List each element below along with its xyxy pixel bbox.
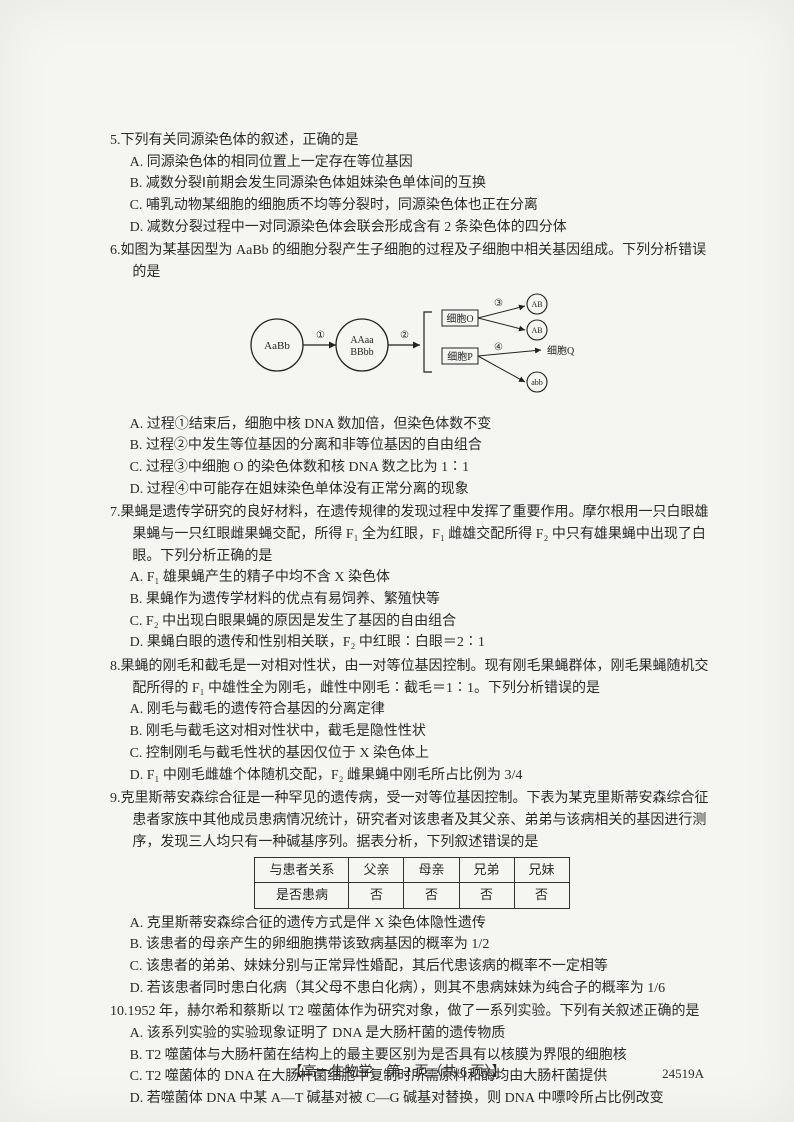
svg-text:细胞P: 细胞P	[447, 350, 473, 363]
table-cell: 母亲	[404, 858, 459, 883]
q6-diagram-svg: AaBb AAaaBBbb 细胞O 细胞P AB AB abb 细胞Q ① ② ③ ④	[232, 290, 592, 400]
q9-opt-c: C. 该患者的弟弟、妹妹分别与正常异性婚配，其后代患该病的概率不一定相等	[110, 956, 714, 978]
q8-opt-a: A. 刚毛与截毛的遗传符合基因的分离定律	[110, 699, 714, 721]
table-row: 是否患病 否 否 否 否	[255, 883, 569, 908]
q7-opt-d: D. 果蝇白眼的遗传和性别相关联，F₂ 中红眼∶白眼＝2∶1	[110, 632, 714, 654]
q6-opt-c: C. 过程③中细胞 O 的染色体数和核 DNA 数之比为 1∶1	[110, 457, 714, 479]
svg-text:AaBb: AaBb	[264, 340, 290, 352]
question-5: 5.下列有关同源染色体的叙述，正确的是 A. 同源染色体的相同位置上一定存在等位…	[110, 130, 714, 238]
q10-stem: 10.1952 年，赫尔希和蔡斯以 T2 噬菌体作为研究对象，做了一系列实验。下…	[110, 1001, 714, 1023]
q6-opt-d: D. 过程④中可能存在姐妹染色单体没有正常分离的现象	[110, 479, 714, 501]
table-row: 与患者关系 父亲 母亲 兄弟 兄妹	[255, 858, 569, 883]
svg-text:BBbb: BBbb	[350, 347, 373, 358]
table-cell: 否	[349, 883, 404, 908]
q8-opt-b: B. 刚毛与截毛这对相对性状中，截毛是隐性性状	[110, 721, 714, 743]
q5-opt-a: A. 同源染色体的相同位置上一定存在等位基因	[110, 152, 714, 174]
table-cell: 兄弟	[459, 858, 514, 883]
svg-text:①: ①	[316, 330, 325, 341]
q9-stem: 9.克里斯蒂安森综合征是一种罕见的遗传病，受一对等位基因控制。下表为某克里斯蒂安…	[110, 788, 714, 853]
q8-opt-c: C. 控制刚毛与截毛性状的基因仅位于 X 染色体上	[110, 743, 714, 765]
q6-stem: 6.如图为某基因型为 AaBb 的细胞分裂产生子细胞的过程及子细胞中相关基因组成…	[110, 240, 714, 283]
table-cell: 否	[459, 883, 514, 908]
svg-text:AB: AB	[531, 300, 542, 309]
svg-text:④: ④	[494, 342, 503, 353]
q10-opt-d: D. 若噬菌体 DNA 中某 A—T 碱基对被 C—G 碱基对替换，则 DNA …	[110, 1088, 714, 1110]
q5-opt-d: D. 减数分裂过程中一对同源染色体会联会形成含有 2 条染色体的四分体	[110, 217, 714, 239]
q5-opt-b: B. 减数分裂Ⅰ前期会发生同源染色体姐妹染色单体间的互换	[110, 173, 714, 195]
svg-text:AB: AB	[531, 326, 542, 335]
exam-page: 5.下列有关同源染色体的叙述，正确的是 A. 同源染色体的相同位置上一定存在等位…	[0, 0, 794, 1122]
table-cell: 否	[514, 883, 569, 908]
svg-text:②: ②	[400, 330, 409, 341]
question-9: 9.克里斯蒂安森综合征是一种罕见的遗传病，受一对等位基因控制。下表为某克里斯蒂安…	[110, 788, 714, 999]
svg-text:③: ③	[494, 298, 503, 309]
svg-text:AAaa: AAaa	[350, 335, 374, 346]
table-cell: 与患者关系	[255, 858, 349, 883]
q6-diagram: AaBb AAaaBBbb 细胞O 细胞P AB AB abb 细胞Q ① ② ③ ④	[232, 290, 592, 408]
question-7: 7.果蝇是遗传学研究的良好材料，在遗传规律的发现过程中发挥了重要作用。摩尔根用一…	[110, 502, 714, 654]
table-cell: 是否患病	[255, 883, 349, 908]
page-code: 24519A	[662, 1064, 704, 1084]
q9-opt-d: D. 若该患者同时患白化病（其父母不患白化病），则其不患病妹妹为纯合子的概率为 …	[110, 978, 714, 1000]
q7-opt-a: A. F₁ 雄果蝇产生的精子中均不含 X 染色体	[110, 567, 714, 589]
q7-stem: 7.果蝇是遗传学研究的良好材料，在遗传规律的发现过程中发挥了重要作用。摩尔根用一…	[110, 502, 714, 567]
q5-opt-c: C. 哺乳动物某细胞的细胞质不均等分裂时，同源染色体也正在分离	[110, 195, 714, 217]
q8-opt-d: D. F₁ 中刚毛雌雄个体随机交配，F₂ 雌果蝇中刚毛所占比例为 3/4	[110, 765, 714, 787]
q10-opt-a: A. 该系列实验的实验现象证明了 DNA 是大肠杆菌的遗传物质	[110, 1023, 714, 1045]
question-10: 10.1952 年，赫尔希和蔡斯以 T2 噬菌体作为研究对象，做了一系列实验。下…	[110, 1001, 714, 1109]
table-cell: 兄妹	[514, 858, 569, 883]
question-6: 6.如图为某基因型为 AaBb 的细胞分裂产生子细胞的过程及子细胞中相关基因组成…	[110, 240, 714, 500]
q9-table-wrap: 与患者关系 父亲 母亲 兄弟 兄妹 是否患病 否 否 否 否	[110, 857, 714, 908]
q7-opt-c: C. F₂ 中出现白眼果蝇的原因是发生了基因的自由组合	[110, 611, 714, 633]
q9-opt-a: A. 克里斯蒂安森综合征的遗传方式是伴 X 染色体隐性遗传	[110, 913, 714, 935]
q7-opt-b: B. 果蝇作为遗传学材料的优点有易饲养、繁殖快等	[110, 589, 714, 611]
q6-opt-b: B. 过程②中发生等位基因的分离和非等位基因的自由组合	[110, 435, 714, 457]
q9-table: 与患者关系 父亲 母亲 兄弟 兄妹 是否患病 否 否 否 否	[254, 857, 569, 908]
svg-text:细胞O: 细胞O	[446, 312, 473, 325]
svg-text:abb: abb	[531, 378, 543, 387]
svg-text:细胞Q: 细胞Q	[547, 344, 575, 357]
table-cell: 父亲	[349, 858, 404, 883]
table-cell: 否	[404, 883, 459, 908]
q8-stem: 8.果蝇的刚毛和截毛是一对相对性状，由一对等位基因控制。现有刚毛果蝇群体，刚毛果…	[110, 656, 714, 699]
question-8: 8.果蝇的刚毛和截毛是一对相对性状，由一对等位基因控制。现有刚毛果蝇群体，刚毛果…	[110, 656, 714, 786]
q5-stem: 5.下列有关同源染色体的叙述，正确的是	[110, 130, 714, 152]
q6-opt-a: A. 过程①结束后，细胞中核 DNA 数加倍，但染色体数不变	[110, 414, 714, 436]
q9-opt-b: B. 该患者的母亲产生的卵细胞携带该致病基因的概率为 1/2	[110, 934, 714, 956]
